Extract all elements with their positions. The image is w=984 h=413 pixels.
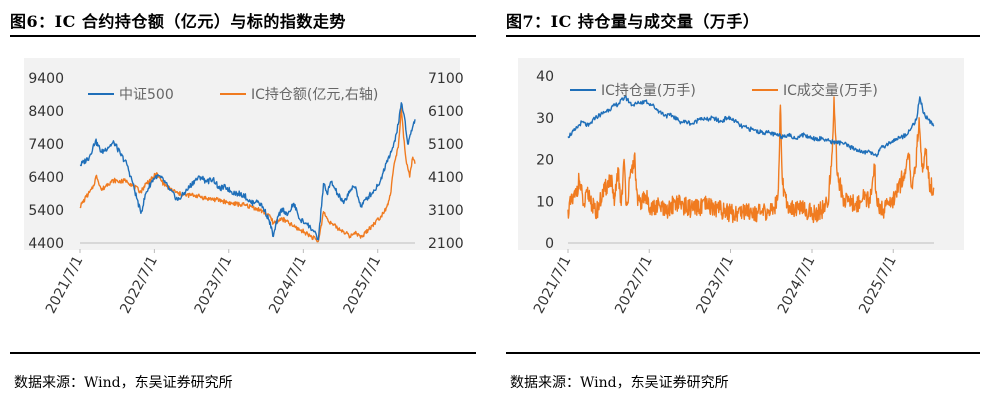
series-ic-holding-value bbox=[79, 107, 416, 243]
x-tick-label: 2022/7/1 bbox=[117, 253, 161, 316]
y-axis-right: 2100 3100 4100 5100 6100 7100 bbox=[428, 71, 464, 252]
y-tick-label: 10 bbox=[536, 194, 554, 210]
y-tick-label-left: 6400 bbox=[28, 170, 64, 186]
y-tick-label-left: 9400 bbox=[28, 71, 64, 87]
legend: IC持仓量(万手) IC成交量(万手) bbox=[570, 82, 878, 99]
figure-7-chart: 0 10 20 30 40 2021/7/1 2022/7/1 2023/7/1 2024/7… bbox=[518, 58, 964, 316]
figure-7: 图7：IC 持仓量与成交量（万手） 0 10 20 30 40 2021/7/1 2022… bbox=[496, 0, 984, 413]
y-tick-label: 20 bbox=[536, 153, 554, 169]
series-csi500 bbox=[79, 102, 416, 241]
chart-background bbox=[518, 58, 964, 250]
figure-7-title: 图7：IC 持仓量与成交量（万手） bbox=[506, 12, 760, 31]
figure-6: 图6：IC 合约持仓额（亿元）与标的指数走势 4400 5400 6400 7400 8… bbox=[0, 0, 476, 413]
figure-7-source: 数据来源：Wind，东吴证券研究所 bbox=[510, 375, 729, 391]
figure-6-chart: 4400 5400 6400 7400 8400 9400 2100 3100 4100 510… bbox=[24, 58, 464, 316]
y-tick-label-right: 2100 bbox=[428, 236, 464, 252]
x-tick-label: 2023/7/1 bbox=[192, 253, 236, 316]
y-tick-label-left: 7400 bbox=[28, 137, 64, 153]
y-tick-label-right: 4100 bbox=[428, 170, 464, 186]
y-tick-label-right: 6100 bbox=[428, 104, 464, 120]
x-axis: 2021/7/1 2022/7/1 2023/7/1 2024/7/1 2025/7/1 bbox=[43, 249, 384, 316]
legend-csi500-label: 中证500 bbox=[119, 87, 174, 103]
figure-6-title: 图6：IC 合约持仓额（亿元）与标的指数走势 bbox=[10, 12, 346, 31]
figure-7-bottom-rule bbox=[506, 352, 980, 354]
y-tick-label-left: 4400 bbox=[28, 236, 64, 252]
figure-7-top-rule bbox=[506, 35, 980, 37]
series-lines bbox=[567, 95, 935, 224]
y-tick-label-left: 5400 bbox=[28, 203, 64, 219]
legend-ic-holding-value-label: IC持仓额(亿元,右轴) bbox=[251, 87, 378, 103]
figure-6-top-rule bbox=[10, 35, 476, 37]
y-tick-label-left: 8400 bbox=[28, 104, 64, 120]
legend-ic-volume-label: IC成交量(万手) bbox=[783, 82, 878, 99]
y-axis-left: 4400 5400 6400 7400 8400 9400 bbox=[28, 71, 64, 252]
x-tick-label: 2021/7/1 bbox=[531, 253, 575, 316]
x-tick-label: 2021/7/1 bbox=[43, 253, 87, 316]
legend: 中证500 IC持仓额(亿元,右轴) bbox=[88, 87, 378, 103]
y-axis: 0 10 20 30 40 bbox=[536, 69, 554, 252]
legend-ic-open-interest-label: IC持仓量(万手) bbox=[601, 83, 696, 99]
series-ic-volume bbox=[567, 96, 935, 224]
y-tick-label: 40 bbox=[536, 69, 554, 85]
figure-6-bottom-rule bbox=[10, 352, 476, 354]
y-tick-label-right: 7100 bbox=[428, 71, 464, 87]
x-tick-label: 2024/7/1 bbox=[266, 253, 310, 316]
series-ic-open-interest bbox=[567, 95, 935, 158]
figure-6-source: 数据来源：Wind，东吴证券研究所 bbox=[14, 375, 233, 391]
x-axis: 2021/7/1 2022/7/1 2023/7/1 2024/7/1 2025/7/1 bbox=[531, 249, 900, 316]
x-tick-label: 2023/7/1 bbox=[693, 253, 737, 316]
x-tick-label: 2025/7/1 bbox=[341, 253, 385, 316]
y-tick-label: 30 bbox=[536, 111, 554, 127]
y-tick-label-right: 3100 bbox=[428, 203, 464, 219]
y-tick-label: 0 bbox=[545, 236, 554, 252]
x-tick-label: 2024/7/1 bbox=[775, 253, 819, 316]
x-tick-label: 2022/7/1 bbox=[612, 253, 656, 316]
chart-background bbox=[24, 58, 460, 250]
series-lines bbox=[79, 102, 416, 243]
x-tick-label: 2025/7/1 bbox=[856, 253, 900, 316]
y-tick-label-right: 5100 bbox=[428, 137, 464, 153]
